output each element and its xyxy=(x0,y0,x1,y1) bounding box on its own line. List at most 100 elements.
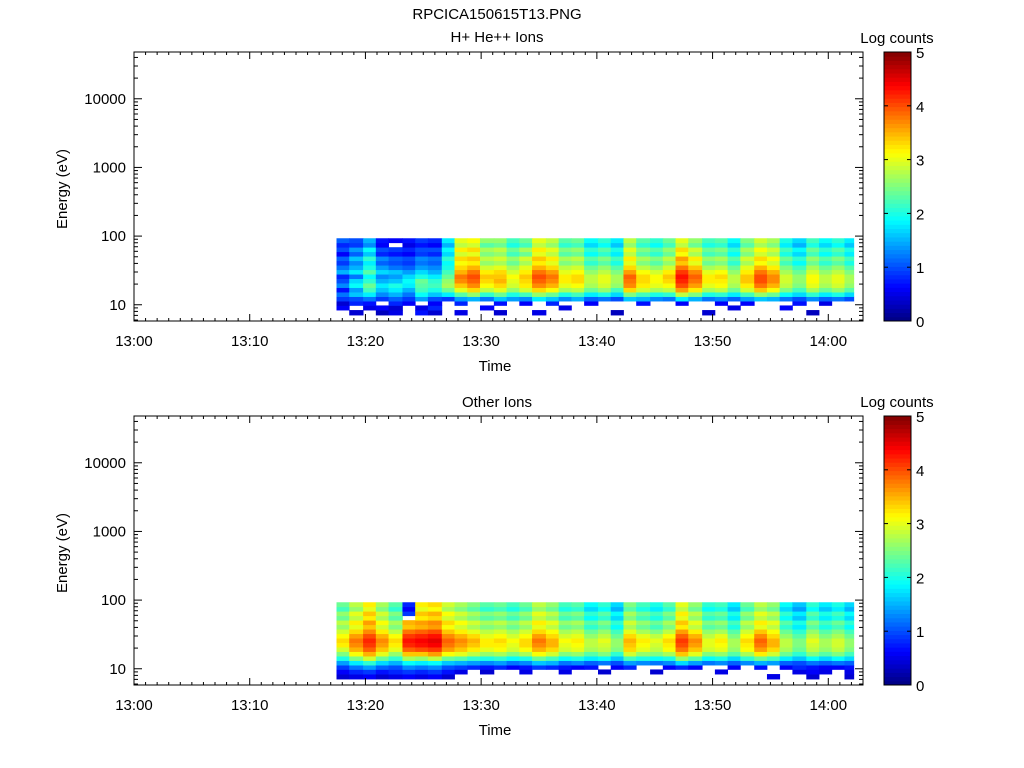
spectrogram-cell xyxy=(454,260,468,266)
spectrogram-cell xyxy=(349,647,364,652)
spectrogram-cell xyxy=(519,274,533,280)
spectrogram-cell xyxy=(545,620,560,626)
spectrogram-cell xyxy=(584,647,599,652)
spectrogram-cell xyxy=(545,665,560,670)
spectrogram-cell xyxy=(519,269,533,275)
spectrogram-cell xyxy=(402,647,416,652)
spectrogram-cell xyxy=(479,305,495,311)
spectrogram-cell xyxy=(336,251,350,257)
spectrogram-cell xyxy=(388,669,403,675)
spectrogram-cell xyxy=(702,287,716,293)
spectrogram-cell xyxy=(336,278,350,284)
spectrogram-cell xyxy=(702,238,716,244)
spectrogram-cell xyxy=(650,647,664,652)
spectrogram-cell xyxy=(675,602,689,608)
spectrogram-cell xyxy=(571,647,585,652)
spectrogram-cell xyxy=(336,629,350,635)
spectrogram-cell xyxy=(388,624,403,630)
spectrogram-cell xyxy=(740,269,755,275)
spectrogram-cell xyxy=(441,611,455,617)
colorbar-tick-label: 0 xyxy=(916,678,924,695)
spectrogram-cell xyxy=(584,301,599,306)
spectrogram-cell xyxy=(571,624,585,630)
spectrogram-cell xyxy=(844,656,855,661)
spectrogram-cell xyxy=(662,265,676,271)
spectrogram-cell xyxy=(779,265,793,271)
spectrogram-cell xyxy=(766,638,781,644)
spectrogram-cell xyxy=(727,642,741,648)
spectrogram-cell xyxy=(779,611,793,617)
spectrogram-cell xyxy=(571,278,585,284)
spectrogram-cell xyxy=(779,256,793,262)
colorbar-step xyxy=(884,115,911,120)
colorbar-step xyxy=(884,253,911,259)
spectrogram-cell xyxy=(688,611,703,617)
spectrogram-cell xyxy=(441,269,455,275)
colorbar-step xyxy=(884,474,911,480)
spectrogram-cell xyxy=(650,656,664,661)
colorbar-step xyxy=(884,81,911,87)
spectrogram-cell xyxy=(650,283,664,288)
spectrogram-cell xyxy=(388,651,403,657)
spectrogram-cell xyxy=(402,602,416,608)
spectrogram-cell xyxy=(779,251,793,257)
colorbar-step xyxy=(884,424,911,430)
spectrogram-cell xyxy=(844,669,855,675)
spectrogram-cell xyxy=(779,305,793,311)
spectrogram-cell xyxy=(402,624,416,630)
spectrogram-cell xyxy=(467,296,481,302)
spectrogram-cell xyxy=(662,629,676,635)
spectrogram-cell xyxy=(427,238,443,244)
spectrogram-cell xyxy=(754,260,768,266)
spectrogram-cell xyxy=(740,620,755,626)
spectrogram-cell xyxy=(532,310,547,316)
spectrogram-cell xyxy=(336,656,350,661)
spectrogram-cell xyxy=(493,624,507,630)
spectrogram-cell xyxy=(375,256,389,262)
spectrogram-cell xyxy=(336,606,350,612)
spectrogram-cell xyxy=(779,238,793,244)
spectrogram-cell xyxy=(467,292,481,297)
spectrogram-cell xyxy=(623,665,637,670)
spectrogram-cell xyxy=(584,296,599,302)
spectrogram-cell xyxy=(506,624,520,630)
spectrogram-cell xyxy=(506,283,520,288)
spectrogram-cell xyxy=(831,602,845,608)
colorbar-step xyxy=(884,312,911,318)
spectrogram-cell xyxy=(479,620,495,626)
spectrogram-cell xyxy=(375,260,389,266)
colorbar-step xyxy=(884,542,911,547)
spectrogram-cell xyxy=(844,611,855,617)
spectrogram-cell xyxy=(336,242,350,248)
spectrogram-cell xyxy=(714,292,729,297)
spectrogram-cell xyxy=(740,238,755,244)
spectrogram-cell xyxy=(727,265,741,271)
spectrogram-cell xyxy=(831,287,845,293)
spectrogram-cell xyxy=(754,238,768,244)
spectrogram-cell xyxy=(727,305,741,311)
spectrogram-cell xyxy=(727,251,741,257)
spectrogram-cell xyxy=(545,633,560,639)
spectrogram-cell xyxy=(519,287,533,293)
spectrogram-cell xyxy=(598,274,612,280)
spectrogram-cell xyxy=(779,620,793,626)
spectrogram-cell xyxy=(831,292,845,297)
spectrogram-cell xyxy=(415,265,429,271)
spectrogram-cell xyxy=(493,301,507,306)
spectrogram-cell xyxy=(402,251,416,257)
spectrogram-cell xyxy=(610,274,624,280)
colorbar-step xyxy=(884,487,911,493)
spectrogram-cell xyxy=(754,633,768,639)
spectrogram-cell xyxy=(806,624,820,630)
spectrogram-cell xyxy=(388,283,403,288)
spectrogram-cell xyxy=(415,651,429,657)
spectrogram-cell xyxy=(831,665,845,670)
spectrogram-cell xyxy=(506,615,520,621)
spectrogram-cell xyxy=(714,633,729,639)
spectrogram-cell xyxy=(598,620,612,626)
spectrogram-cell xyxy=(636,265,651,271)
spectrogram-cell xyxy=(623,238,637,244)
spectrogram-cell xyxy=(610,624,624,630)
spectrogram-cell xyxy=(558,269,572,275)
spectrogram-cell xyxy=(714,278,729,284)
